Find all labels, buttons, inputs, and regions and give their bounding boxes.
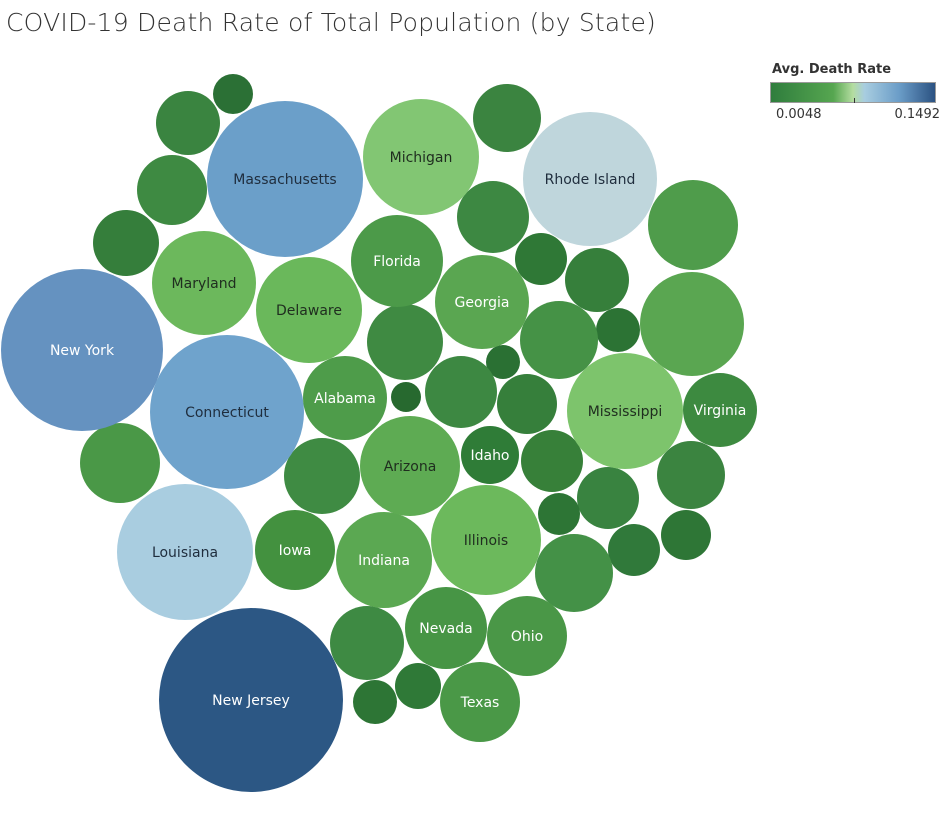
state-bubble-virginia[interactable] [683,373,757,447]
state-bubble[interactable] [353,680,397,724]
state-bubble[interactable] [538,493,580,535]
state-bubble[interactable] [535,534,613,612]
state-bubble[interactable] [391,382,421,412]
state-bubble[interactable] [330,606,404,680]
state-bubble[interactable] [640,272,744,376]
legend-gradient-bar[interactable] [770,82,936,103]
state-bubble-connecticut[interactable] [150,335,304,489]
state-bubble[interactable] [577,467,639,529]
legend-max-label: 0.1492 [894,107,941,122]
legend-title: Avg. Death Rate [772,62,892,77]
state-bubble-texas[interactable] [440,662,520,742]
state-bubble-illinois[interactable] [431,485,541,595]
state-label-virginia: Virginia [694,403,747,419]
state-label-illinois: Illinois [464,533,508,549]
state-bubble-louisiana[interactable] [117,484,253,620]
state-bubble[interactable] [521,430,583,492]
state-label-texas: Texas [460,695,500,711]
state-bubble[interactable] [156,91,220,155]
state-bubble[interactable] [213,74,253,114]
state-label-alabama: Alabama [314,391,376,407]
state-bubble-maryland[interactable] [152,231,256,335]
state-bubble-georgia[interactable] [435,255,529,349]
state-bubble-alabama[interactable] [303,356,387,440]
state-bubble[interactable] [80,423,160,503]
state-bubble-nevada[interactable] [405,587,487,669]
state-bubble-florida[interactable] [351,215,443,307]
legend-range-labels: 0.0048 0.1492 [770,107,942,125]
state-bubble-mississippi[interactable] [567,353,683,469]
state-bubble[interactable] [486,345,520,379]
state-bubble-arizona[interactable] [360,416,460,516]
state-bubble-rhode-island[interactable] [523,112,657,246]
state-bubble[interactable] [648,180,738,270]
state-label-connecticut: Connecticut [185,405,269,421]
state-bubble-new-york[interactable] [1,269,163,431]
state-label-maryland: Maryland [172,276,237,292]
state-bubble[interactable] [425,356,497,428]
state-label-mississippi: Mississippi [588,404,663,420]
state-bubble[interactable] [661,510,711,560]
state-label-delaware: Delaware [276,303,342,319]
state-label-michigan: Michigan [390,150,453,166]
state-bubble[interactable] [596,308,640,352]
state-label-georgia: Georgia [455,295,510,311]
state-bubble-delaware[interactable] [256,257,362,363]
state-bubble-massachusetts[interactable] [207,101,363,257]
state-label-nevada: Nevada [419,621,472,637]
state-bubble[interactable] [395,663,441,709]
state-label-indiana: Indiana [358,553,410,569]
state-label-ohio: Ohio [511,629,543,645]
state-label-arizona: Arizona [384,459,437,475]
state-bubble[interactable] [515,233,567,285]
state-bubble[interactable] [608,524,660,576]
state-bubble-iowa[interactable] [255,510,335,590]
state-bubble-idaho[interactable] [461,426,519,484]
state-bubble-ohio[interactable] [487,596,567,676]
legend-tick [854,98,855,103]
state-bubble-michigan[interactable] [363,99,479,215]
color-legend: Avg. Death Rate 0.0048 0.1492 [770,62,942,125]
state-label-massachusetts: Massachusetts [233,172,336,188]
state-bubble[interactable] [137,155,207,225]
state-label-new-jersey: New Jersey [212,693,290,709]
state-bubble[interactable] [367,304,443,380]
state-bubble[interactable] [457,181,529,253]
state-bubble[interactable] [93,210,159,276]
state-label-idaho: Idaho [470,448,509,464]
state-bubble[interactable] [520,301,598,379]
state-bubble-new-jersey[interactable] [159,608,343,792]
state-label-new-york: New York [50,343,115,359]
state-label-louisiana: Louisiana [152,545,218,561]
legend-min-label: 0.0048 [776,107,822,122]
state-label-florida: Florida [373,254,421,270]
state-label-rhode-island: Rhode Island [545,172,636,188]
state-bubble[interactable] [473,84,541,152]
state-bubble[interactable] [284,438,360,514]
state-bubble[interactable] [565,248,629,312]
state-bubble-indiana[interactable] [336,512,432,608]
chart-title: COVID-19 Death Rate of Total Population … [6,8,656,37]
state-bubble[interactable] [497,374,557,434]
state-label-iowa: Iowa [279,543,312,559]
state-bubble[interactable] [657,441,725,509]
